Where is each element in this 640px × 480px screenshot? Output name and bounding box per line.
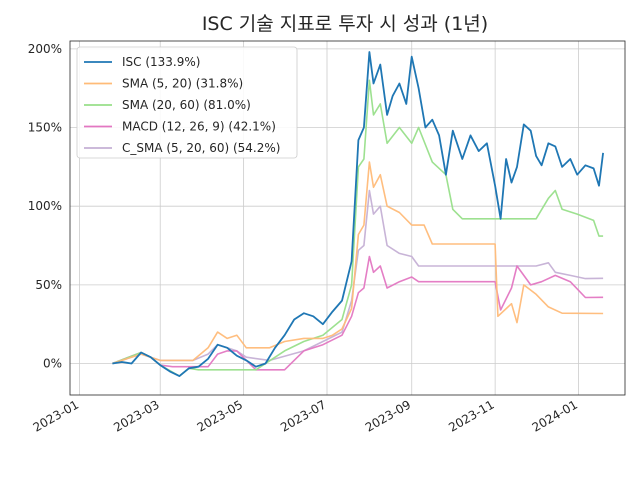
legend-label: SMA (5, 20) (31.8%) — [122, 77, 243, 91]
series-lines — [112, 51, 604, 377]
series-line-2 — [112, 79, 604, 377]
x-tick-label: 2024-01 — [530, 397, 580, 434]
x-tick-label: 2023-07 — [278, 397, 328, 434]
x-tick-label: 2023-01 — [31, 397, 81, 434]
y-tick-label: 100% — [28, 199, 62, 213]
x-tick-label: 2023-03 — [111, 397, 161, 434]
y-tick-label: 200% — [28, 42, 62, 56]
y-tick-label: 50% — [35, 278, 62, 292]
legend-box — [76, 46, 298, 159]
y-tick-label: 0% — [43, 357, 62, 371]
series-line-3 — [112, 255, 604, 371]
chart-title: ISC 기술 지표로 투자 시 성과 (1년) — [202, 13, 488, 35]
x-tick-label: 2023-05 — [195, 397, 245, 434]
y-tick-labels: 0% 50% 100% 150% 200% — [28, 42, 62, 371]
y-tick-label: 150% — [28, 121, 62, 135]
legend-label: ISC (133.9%) — [122, 55, 200, 69]
series-line-4 — [112, 189, 604, 365]
legend-label: C_SMA (5, 20, 60) (54.2%) — [122, 141, 280, 155]
x-tick-label: 2023-09 — [363, 397, 413, 434]
axes-frame — [69, 40, 626, 396]
legend-label: SMA (20, 60) (81.0%) — [122, 98, 251, 112]
legend-label: MACD (12, 26, 9) (42.1%) — [122, 120, 276, 134]
series-line-1 — [112, 161, 604, 365]
series-line-0 — [112, 51, 604, 377]
x-tick-label: 2023-11 — [446, 397, 496, 434]
legend-items: ISC (133.9%) SMA (5, 20) (31.8%) SMA (20, … — [84, 55, 280, 155]
legend: ISC (133.9%) SMA (5, 20) (31.8%) SMA (20, … — [76, 46, 298, 159]
x-tick-labels: 2023-01 2023-03 2023-05 2023-07 2023-09 2023-… — [31, 397, 580, 434]
